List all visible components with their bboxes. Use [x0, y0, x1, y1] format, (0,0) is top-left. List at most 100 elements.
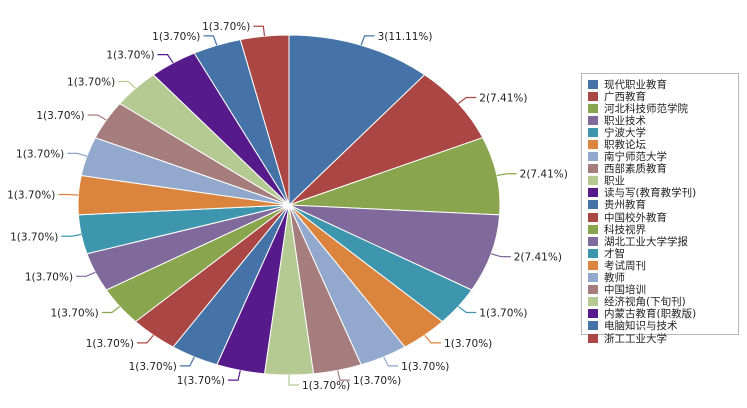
legend-item[interactable]: 教师	[588, 272, 738, 284]
legend-swatch	[588, 248, 598, 258]
legend-swatch	[588, 260, 598, 270]
legend-item[interactable]: 职业技术	[588, 114, 738, 127]
legend-label: 教师	[604, 272, 625, 285]
legend-item[interactable]: 职教论坛	[588, 138, 738, 152]
leader-line	[136, 334, 154, 344]
legend-item[interactable]: 西部素质教育	[588, 163, 738, 175]
slice-data-label: 1(3.70%)	[36, 110, 84, 122]
legend-label: 广西教育	[604, 90, 646, 103]
legend-label: 中国培训	[604, 284, 646, 297]
legend-item[interactable]: 现代职业教育	[588, 78, 738, 91]
leader-line	[228, 370, 241, 381]
legend-item[interactable]: 宁波大学	[588, 126, 738, 139]
leader-line	[457, 306, 477, 314]
slice-data-label: 1(3.70%)	[7, 190, 55, 202]
legend-swatch	[588, 285, 598, 295]
legend-label: 湖北工业大学学报	[604, 235, 688, 248]
pie-slice[interactable]	[288, 137, 501, 216]
leader-line	[337, 370, 350, 381]
legend-item[interactable]: 广西教育	[588, 90, 738, 103]
pie-slice[interactable]	[288, 74, 484, 206]
leader-line	[67, 152, 88, 157]
legend-swatch	[588, 188, 598, 198]
legend-item[interactable]: 职业	[588, 175, 738, 187]
legend-item[interactable]: 贵州教育	[588, 199, 738, 211]
leader-line	[76, 271, 96, 277]
slice-data-label: 1(3.70%)	[177, 375, 225, 387]
legend-item[interactable]: 才智	[588, 247, 738, 260]
legend-label: 经济视角(下旬刊)	[604, 296, 686, 309]
legend-swatch	[588, 79, 598, 89]
legend-swatch	[588, 91, 598, 101]
pie-slice[interactable]	[288, 34, 426, 207]
leader-line	[61, 233, 82, 237]
leader-line	[203, 35, 218, 46]
leader-line	[496, 173, 517, 177]
leader-line	[360, 35, 375, 46]
legend-label: 中国校外教育	[604, 211, 667, 224]
pie-slice[interactable]	[239, 34, 290, 206]
legend-item[interactable]: 经济视角(下旬刊)	[588, 296, 738, 308]
legend-swatch	[588, 127, 598, 137]
legend-label: 职教论坛	[604, 139, 646, 152]
slice-data-label: 1(3.70%)	[479, 307, 527, 319]
legend-swatch	[588, 212, 598, 222]
legend-item[interactable]: 内蒙古教育(职教版)	[588, 308, 738, 320]
leader-line	[157, 54, 174, 64]
slice-data-label: 1(3.70%)	[353, 375, 401, 387]
legend-swatch	[588, 103, 598, 113]
legend-swatch	[588, 309, 598, 319]
legend-label: 考试周刊	[604, 259, 646, 272]
legend: 现代职业教育 广西教育 河北科技师范学院 职业技术 宁波大学 职教论坛 南宁师范大学 西部素质…	[581, 73, 739, 345]
legend-label: 职业技术	[604, 114, 646, 127]
legend-swatch	[588, 273, 598, 283]
legend-label: 科技视界	[604, 223, 646, 236]
leader-line	[179, 356, 195, 367]
slice-data-label: 1(3.70%)	[25, 271, 73, 283]
legend-swatch	[588, 333, 598, 343]
legend-swatch	[588, 321, 598, 331]
pie-slice[interactable]	[288, 204, 501, 291]
legend-item[interactable]: 中国培训	[588, 284, 738, 296]
slice-data-label: 1(3.70%)	[152, 31, 200, 43]
legend-label: 现代职业教育	[604, 78, 667, 91]
legend-label: 读与写(教育教学刊)	[604, 187, 697, 200]
legend-item[interactable]: 浙工工业大学	[588, 332, 738, 345]
slice-data-label: 1(3.70%)	[106, 50, 154, 62]
legend-item[interactable]: 中国校外教育	[588, 211, 738, 224]
leader-line	[87, 114, 107, 121]
legend-item[interactable]: 湖北工业大学学报	[588, 235, 738, 248]
legend-label: 职业	[604, 175, 625, 188]
leader-line	[253, 25, 266, 37]
legend-item[interactable]: 科技视界	[588, 223, 738, 236]
slice-data-label: 1(3.70%)	[129, 361, 177, 373]
legend-swatch	[588, 164, 598, 174]
legend-item[interactable]: 电脑知识与技术	[588, 320, 738, 332]
slice-data-label: 1(3.70%)	[202, 21, 250, 33]
leader-line	[58, 193, 79, 196]
legend-item[interactable]: 河北科技师范学院	[588, 102, 738, 115]
slice-data-label: 1(3.70%)	[302, 380, 350, 392]
leader-line	[118, 80, 136, 89]
slice-data-label: 3(11.11%)	[378, 31, 433, 43]
legend-swatch	[588, 236, 598, 246]
slice-data-label: 1(3.70%)	[67, 76, 115, 88]
legend-item[interactable]: 读与写(教育教学刊)	[588, 187, 738, 199]
legend-item[interactable]: 南宁师范大学	[588, 151, 738, 163]
slice-data-label: 1(3.70%)	[50, 307, 98, 319]
slice-data-label: 1(3.70%)	[10, 231, 58, 243]
legend-label: 南宁师范大学	[604, 151, 667, 164]
legend-swatch	[588, 200, 598, 210]
legend-label: 才智	[604, 247, 625, 260]
leader-line	[101, 306, 121, 314]
leader-line	[288, 375, 299, 386]
legend-label: 内蒙古教育(职教版)	[604, 308, 697, 321]
slice-data-label: 2(7.41%)	[514, 252, 562, 264]
legend-swatch	[588, 140, 598, 150]
leader-line	[457, 96, 477, 104]
leader-line	[383, 356, 399, 367]
legend-item[interactable]: 考试周刊	[588, 259, 738, 272]
slice-data-label: 1(3.70%)	[16, 148, 64, 160]
leader-line	[490, 253, 511, 258]
